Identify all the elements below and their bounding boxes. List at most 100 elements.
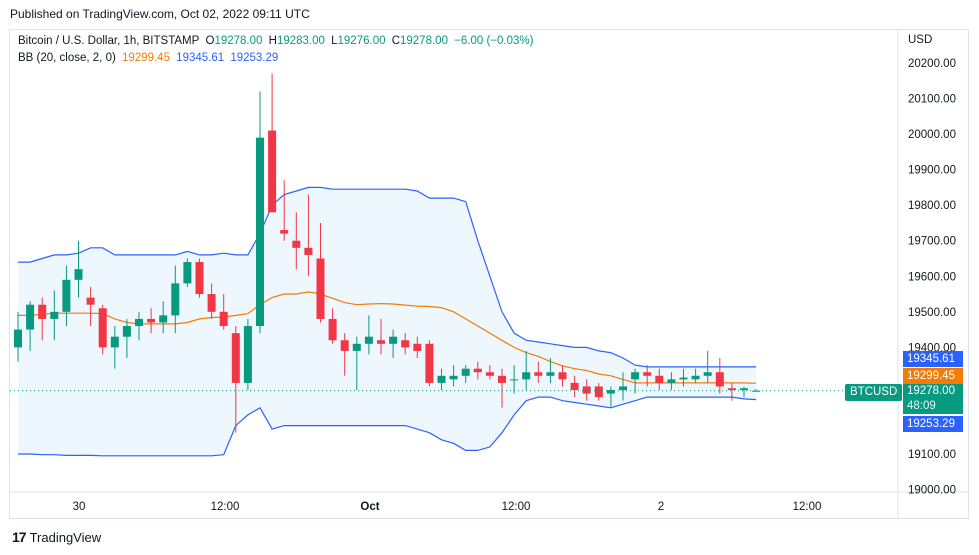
- candle-body: [691, 375, 700, 380]
- bb-upper-line: [18, 186, 757, 368]
- candle-body: [413, 343, 422, 351]
- candle-body: [703, 372, 712, 376]
- candle-body: [280, 230, 289, 234]
- candle-body: [243, 326, 252, 383]
- y-tick-label: 19900.00: [908, 165, 956, 177]
- candle-body: [655, 375, 664, 383]
- basis-tag: 19299.45: [903, 368, 963, 384]
- tradingview-mark-icon: 17: [12, 529, 27, 545]
- candle-body: [268, 130, 277, 213]
- candle-body: [171, 283, 180, 316]
- y-tick-label: 19700.00: [908, 236, 956, 248]
- candle-body: [304, 247, 313, 255]
- candle-body: [183, 262, 192, 284]
- symbol-tag: BTCUSD: [845, 384, 903, 401]
- candle-body: [207, 294, 216, 312]
- x-tick-label: Oct: [360, 501, 379, 513]
- candle-body: [292, 240, 301, 248]
- candle-body: [219, 311, 228, 327]
- lower-band-tag: 19253.29: [903, 416, 963, 432]
- published-caption: Published on TradingView.com, Oct 02, 20…: [10, 7, 310, 21]
- candle-body: [14, 329, 22, 348]
- ohlc-legend: Bitcoin / U.S. Dollar, 1h, BITSTAMP O192…: [18, 35, 536, 47]
- candle-body: [122, 326, 131, 337]
- candle-body: [473, 368, 482, 373]
- indicator-legend: BB (20, close, 2, 0) 19299.45 19345.61 1…: [18, 52, 281, 64]
- high-label: H: [268, 35, 277, 47]
- candle-body: [606, 390, 615, 394]
- candle-body: [340, 340, 349, 351]
- candle-body: [449, 375, 458, 380]
- candle-body: [74, 269, 83, 280]
- candle-body: [667, 379, 676, 383]
- y-tick-label: 19600.00: [908, 271, 956, 283]
- y-tick-label: 19800.00: [908, 200, 956, 212]
- tradingview-logo[interactable]: 17 TradingView: [12, 529, 101, 545]
- chart-frame: [9, 29, 969, 519]
- bar-countdown: 48:09: [907, 400, 936, 412]
- candle-body: [740, 388, 748, 391]
- candle-body: [425, 343, 434, 383]
- change-value: −6.00 (−0.03%): [454, 35, 534, 47]
- bb-basis-value: 19299.45: [122, 52, 170, 64]
- candle-body: [401, 340, 410, 348]
- y-tick-label: 19100.00: [908, 449, 956, 461]
- bb-lower-line: [18, 396, 757, 457]
- candle-body: [715, 372, 724, 387]
- candle-body: [437, 375, 446, 383]
- candle-body: [50, 311, 59, 319]
- y-tick-label: 20100.00: [908, 94, 956, 106]
- candle-body: [510, 379, 519, 381]
- symbol-title: Bitcoin / U.S. Dollar, 1h, BITSTAMP: [18, 35, 200, 47]
- candle-body: [570, 382, 579, 391]
- y-tick-label: 20200.00: [908, 58, 956, 70]
- candle-body: [256, 137, 264, 327]
- candle-body: [135, 318, 143, 327]
- y-tick-label: 20000.00: [908, 129, 956, 141]
- candle-body: [727, 388, 736, 391]
- candle-body: [38, 304, 47, 319]
- bb-upper-value: 19345.61: [176, 52, 225, 64]
- high-value: 19283.00: [276, 35, 325, 47]
- candle-body: [619, 386, 627, 391]
- candle-body: [558, 372, 567, 380]
- low-value: 19276.00: [337, 35, 386, 47]
- brand-name: TradingView: [29, 529, 102, 545]
- candle-body: [195, 262, 204, 295]
- candle-body: [522, 372, 531, 380]
- indicator-name[interactable]: BB (20, close, 2, 0): [18, 52, 116, 64]
- candle-body: [485, 372, 494, 376]
- candle-body: [364, 336, 373, 344]
- candle-body: [461, 368, 470, 376]
- bb-lower-value: 19253.29: [230, 52, 279, 64]
- candle-body: [582, 386, 591, 394]
- last-price-tag: 19278.00 48:09: [903, 384, 963, 414]
- candle-body: [110, 336, 119, 348]
- candle-body: [679, 377, 688, 380]
- candle-body: [62, 279, 71, 312]
- candle-body: [231, 333, 240, 383]
- close-label: C: [391, 35, 400, 47]
- y-tick-label: 19000.00: [908, 485, 956, 497]
- open-value: 19278.00: [214, 35, 263, 47]
- bb-band-fill: [18, 187, 757, 456]
- candle-body: [534, 372, 543, 376]
- upper-band-tag: 19345.61: [903, 351, 963, 367]
- candle-body: [98, 308, 107, 348]
- candle-body: [752, 390, 761, 392]
- candle-body: [159, 315, 168, 323]
- candle-body: [147, 318, 156, 323]
- low-label: L: [331, 35, 338, 47]
- open-label: O: [205, 35, 215, 47]
- candle-body: [631, 372, 640, 380]
- candle-body: [26, 304, 35, 330]
- x-tick-label: 12:00: [211, 501, 240, 513]
- x-tick-label: 12:00: [793, 501, 822, 513]
- candle-body: [316, 258, 325, 319]
- candle-body: [498, 375, 506, 383]
- candle-body: [86, 297, 95, 305]
- y-tick-label: 19500.00: [908, 307, 956, 319]
- candle-body: [377, 340, 385, 344]
- candle-body: [594, 386, 603, 398]
